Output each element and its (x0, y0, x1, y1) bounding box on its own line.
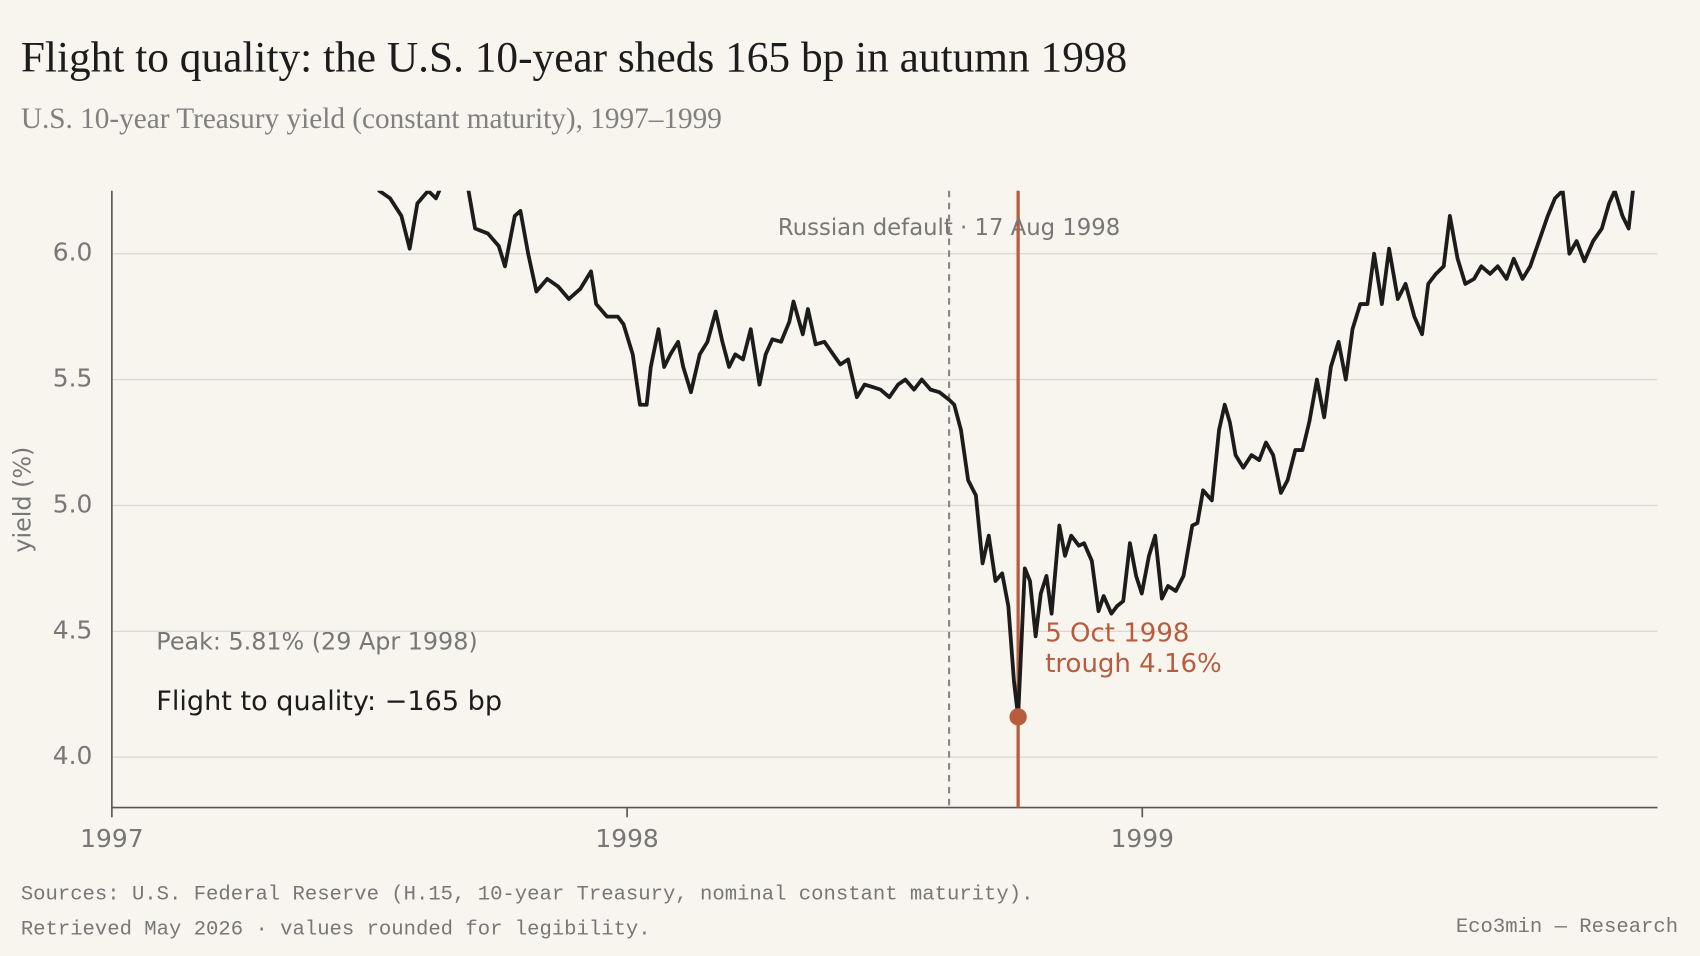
y-tick-label: 4.5 (53, 615, 93, 644)
x-tick-label: 1999 (1111, 824, 1174, 853)
yield-line (377, 190, 1635, 719)
source-line: Sources: U.S. Federal Reserve (H.15, 10-… (21, 884, 1034, 907)
y-tick-label: 6.0 (53, 238, 93, 267)
y-axis-label: yield (%) (9, 447, 37, 553)
source-line: Retrieved May 2026 · values rounded for … (21, 918, 651, 941)
x-tick-label: 1997 (80, 824, 143, 853)
x-tick-label: 1998 (595, 824, 658, 853)
trough-point (1009, 708, 1027, 726)
chart-subtitle: U.S. 10-year Treasury yield (constant ma… (21, 103, 722, 135)
chart-title: Flight to quality: the U.S. 10-year shed… (21, 34, 1127, 82)
trough-label: 5 Oct 1998 (1045, 619, 1189, 649)
drop-note: Flight to quality: −165 bp (156, 686, 502, 717)
y-tick-label: 5.5 (53, 364, 93, 393)
credit: Eco3min — Research (1456, 916, 1678, 939)
event-label: Russian default · 17 Aug 1998 (778, 215, 1120, 241)
y-tick-label: 4.0 (53, 741, 93, 770)
trough-label: trough 4.16% (1045, 649, 1222, 679)
y-tick-label: 5.0 (53, 489, 93, 518)
